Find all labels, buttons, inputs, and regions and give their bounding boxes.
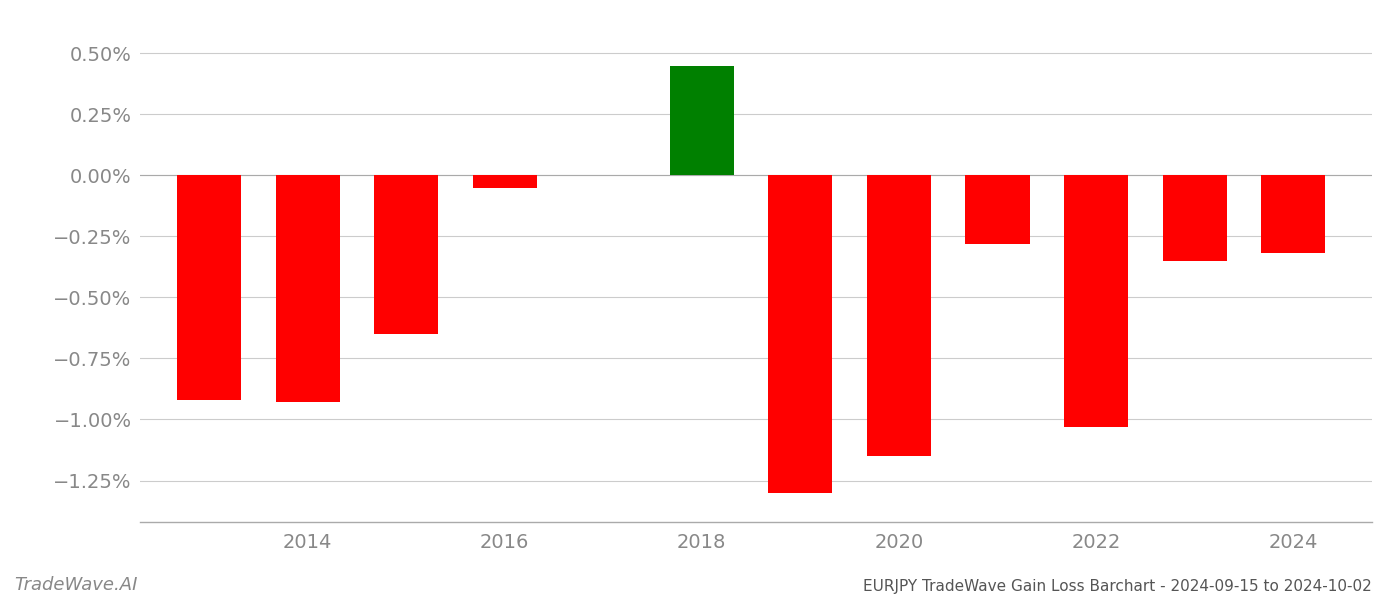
Bar [176, 175, 241, 400]
Bar [1261, 175, 1326, 253]
Bar [1162, 175, 1226, 261]
Text: EURJPY TradeWave Gain Loss Barchart - 2024-09-15 to 2024-10-02: EURJPY TradeWave Gain Loss Barchart - 20… [864, 579, 1372, 594]
Bar [374, 175, 438, 334]
Bar [966, 175, 1029, 244]
Bar [276, 175, 340, 403]
Bar [769, 175, 833, 493]
Bar [669, 65, 734, 175]
Bar [1064, 175, 1128, 427]
Bar [867, 175, 931, 456]
Text: TradeWave.AI: TradeWave.AI [14, 576, 137, 594]
Bar [473, 175, 536, 188]
